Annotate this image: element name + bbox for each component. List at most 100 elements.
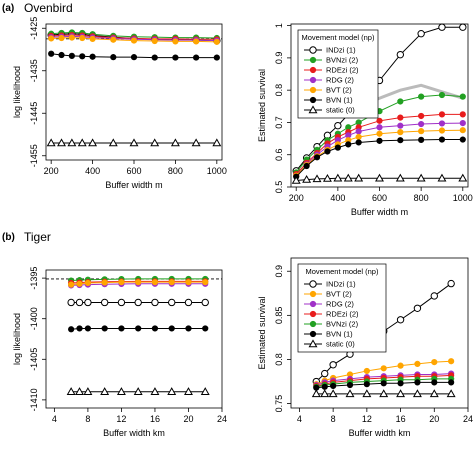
legend-marker-BVNzi xyxy=(309,56,317,64)
y-tick-label: 1 xyxy=(274,23,284,28)
point-static xyxy=(437,173,447,182)
charts-group: 200 400 600 800 1000 -1425 -1435 -1445 -1455 Buff… xyxy=(12,17,473,438)
y-tick-label: 0.8 xyxy=(274,84,284,97)
legend-marker-static xyxy=(308,105,318,114)
series-line-RDEzi xyxy=(71,280,206,284)
point-BVT xyxy=(459,127,466,134)
point-BVT xyxy=(376,130,383,137)
point-static xyxy=(77,138,87,147)
x-tick-label: 12 xyxy=(362,414,372,424)
chart-2: 4 8 12 16 20 24 -1395 -1400 -1405 -1410 Buffer wid… xyxy=(12,267,227,438)
point-INDzi xyxy=(67,298,75,307)
x-tick-label: 24 xyxy=(463,414,473,424)
x-tick-label: 600 xyxy=(372,193,387,203)
x-tick-label: 24 xyxy=(217,414,227,424)
panel-a-tag: (a) xyxy=(2,3,14,14)
series-line-BVN xyxy=(71,327,206,330)
y-tick-label: 0.9 xyxy=(274,52,284,65)
point-INDzi xyxy=(438,23,446,31)
point-RDEzi xyxy=(438,111,446,118)
point-BVN xyxy=(79,53,86,60)
point-BVT xyxy=(89,35,96,42)
point-BVT xyxy=(193,38,200,45)
x-tick-label: 20 xyxy=(183,414,193,424)
point-BVT xyxy=(355,133,362,141)
point-BVT xyxy=(397,362,404,369)
x-axis-label: Buffer width m xyxy=(351,207,408,217)
point-static xyxy=(302,174,312,183)
plot-frame xyxy=(290,257,469,409)
point-BVN xyxy=(68,326,75,333)
point-INDzi xyxy=(201,298,209,307)
point-INDzi xyxy=(75,298,84,307)
legend-marker-BVN xyxy=(309,330,317,338)
legend-marker-BVN xyxy=(309,96,317,104)
point-INDzi xyxy=(168,298,176,307)
y-tick-label: 0.9 xyxy=(274,265,284,278)
point-BVT xyxy=(58,34,65,42)
point-static xyxy=(328,389,338,398)
point-BVT xyxy=(79,34,86,42)
point-static xyxy=(379,389,389,398)
point-static xyxy=(345,389,355,398)
x-tick-label: 600 xyxy=(126,166,141,176)
x-tick-label: 400 xyxy=(330,193,345,203)
legend-marker-RDG xyxy=(309,300,317,308)
plot-frame xyxy=(45,269,223,409)
point-INDzi xyxy=(321,369,329,378)
legend-label-static: static (0) xyxy=(326,340,355,349)
point-static xyxy=(67,138,77,147)
chart-3: 4 8 12 16 20 24 0.75 0.8 0.85 0.9 Buffer width km E… xyxy=(257,257,473,438)
y-tick-label: -1395 xyxy=(29,267,39,290)
point-static xyxy=(167,387,177,395)
point-static xyxy=(191,138,201,147)
point-static xyxy=(100,387,110,395)
point-BVT xyxy=(151,37,158,45)
point-static xyxy=(108,138,118,147)
point-BVN xyxy=(151,325,159,332)
chart-1: 200 400 600 800 1000 0.5 0.6 0.7 0.8 0.9 1 Buffer w… xyxy=(257,23,473,217)
point-BVT xyxy=(418,128,425,135)
point-RDG xyxy=(438,120,446,127)
legend-label-BVNzi: BVNzi (2) xyxy=(326,320,359,329)
series-line-BVNzi xyxy=(71,278,206,282)
y-tick-label: -1455 xyxy=(29,144,39,167)
y-axis-label: Estimated survival xyxy=(257,296,267,369)
x-tick-label: 4 xyxy=(52,414,57,424)
point-BVT xyxy=(397,129,404,136)
x-tick-label: 20 xyxy=(429,414,439,424)
point-static xyxy=(116,387,126,395)
point-BVN xyxy=(110,54,117,61)
y-axis-label: log likelihood xyxy=(12,313,22,365)
legend-label-RDEzi: RDEzi (2) xyxy=(326,66,359,75)
point-static xyxy=(133,387,143,395)
point-BVT xyxy=(68,34,75,41)
point-INDzi xyxy=(334,121,342,130)
point-static xyxy=(184,387,193,395)
point-INDzi xyxy=(100,298,109,307)
point-BVT xyxy=(380,365,387,372)
point-BVN xyxy=(414,379,421,386)
point-RDG xyxy=(459,119,466,127)
point-static xyxy=(83,387,93,395)
point-BVN xyxy=(397,137,404,144)
point-BVT xyxy=(213,38,220,45)
point-static xyxy=(66,387,76,395)
x-tick-label: 8 xyxy=(85,414,90,424)
point-BVN xyxy=(324,148,331,155)
point-INDzi xyxy=(134,298,142,307)
point-BVN xyxy=(459,136,466,143)
point-BVT xyxy=(118,279,125,286)
y-axis-label: log likelihood xyxy=(12,66,22,118)
x-tick-label: 16 xyxy=(150,414,160,424)
point-BVN xyxy=(76,325,83,332)
point-RDEzi xyxy=(418,112,425,120)
point-BVNzi xyxy=(459,93,466,100)
point-RDEzi xyxy=(459,111,466,118)
point-static xyxy=(212,138,222,147)
y-tick-label: 0.8 xyxy=(274,353,284,366)
point-BVN xyxy=(135,325,142,332)
legend-label-BVN: BVN (1) xyxy=(326,96,353,105)
point-static xyxy=(343,173,353,182)
